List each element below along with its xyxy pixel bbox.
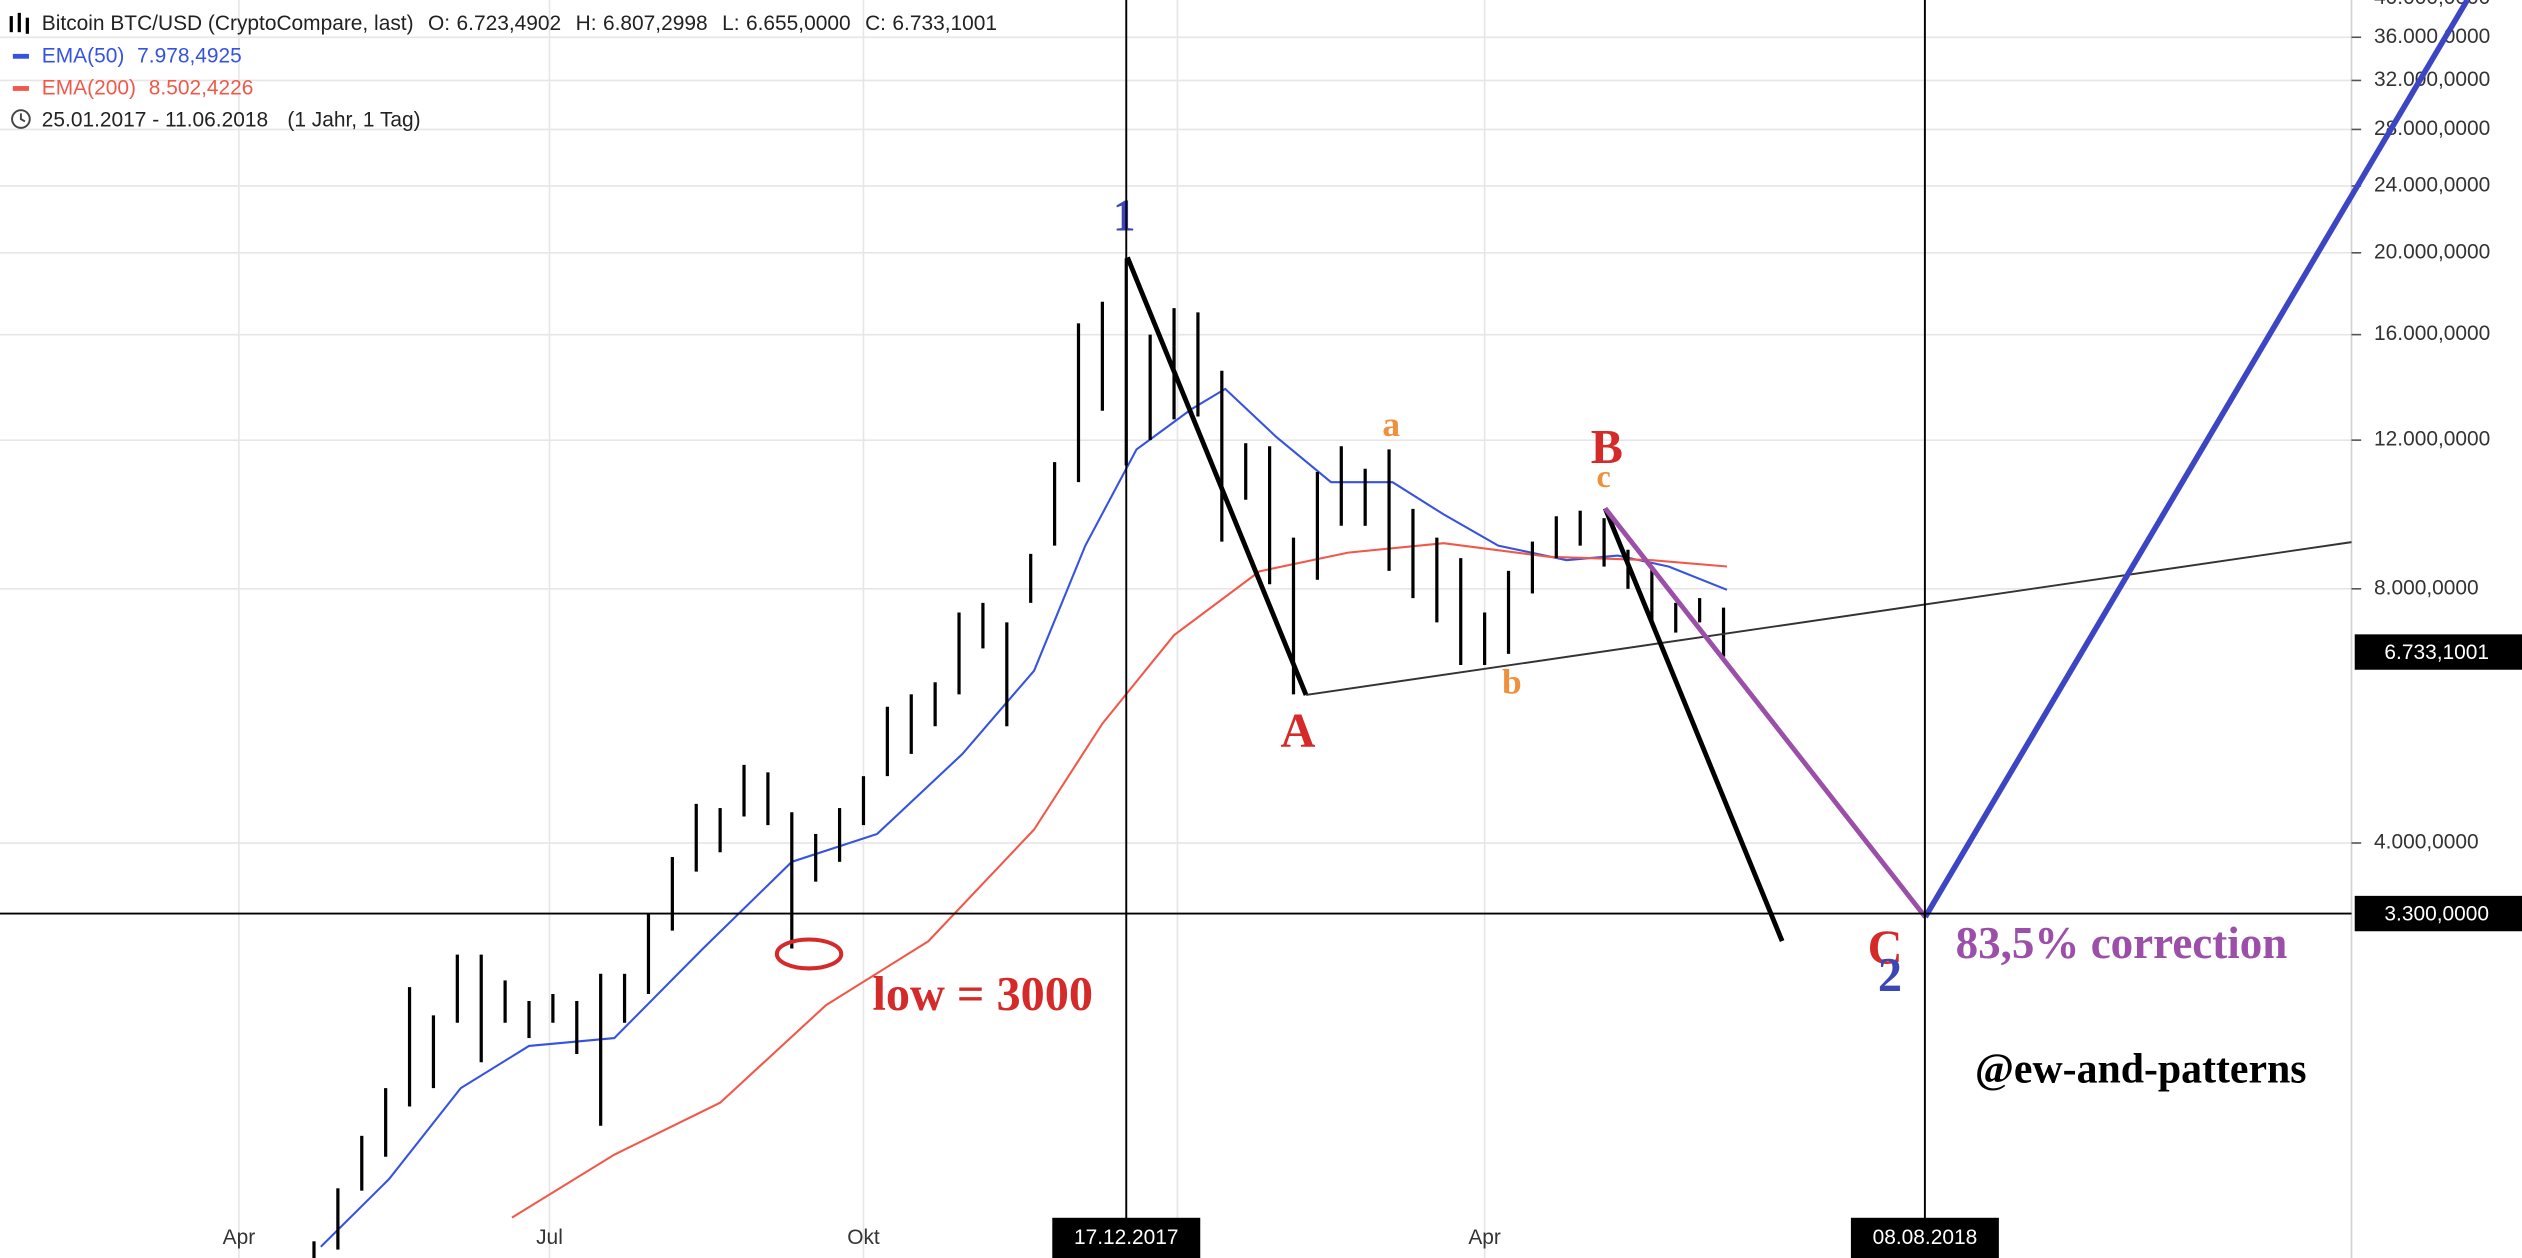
legend-title: Bitcoin BTC/USD (CryptoCompare, last) O: 6… bbox=[42, 12, 997, 35]
legend-swatch bbox=[12, 86, 29, 91]
legend-value: 7.978,4925 bbox=[137, 44, 242, 67]
legend-icon bbox=[25, 17, 29, 34]
wave-label: b bbox=[1502, 661, 1522, 701]
legend-name: EMA(200) bbox=[42, 76, 136, 99]
legend-range: 25.01.2017 - 11.06.2018 (1 Jahr, 1 Tag) bbox=[42, 108, 421, 131]
author-note: @ew-and-patterns bbox=[1975, 1047, 2307, 1093]
correction-note: 83,5% correction bbox=[1956, 918, 2288, 968]
y-tick-label: 28.000,0000 bbox=[2374, 117, 2490, 140]
date-label-box bbox=[1052, 1217, 1201, 1258]
legend-value: 8.502,4226 bbox=[149, 76, 254, 99]
ohlc-value: 6.733,1001 bbox=[892, 12, 997, 35]
date-range: 25.01.2017 - 11.06.2018 bbox=[42, 108, 268, 131]
wave-label: 1 bbox=[1113, 191, 1136, 241]
annotations: 1 A a b B c C 2 low = 3000 83,5% correct… bbox=[774, 0, 2470, 1093]
legend-swatch bbox=[12, 53, 29, 59]
ohlc-name: L: bbox=[722, 12, 739, 35]
last-price-label: 6.733,1001 bbox=[2384, 641, 2489, 664]
wave-label: A bbox=[1281, 704, 1316, 757]
ohlc-name: H: bbox=[576, 12, 597, 35]
ohlc-name: O: bbox=[428, 12, 450, 35]
y-tick-label: 24.000,0000 bbox=[2374, 173, 2490, 196]
last-price-box bbox=[2354, 634, 2522, 670]
legend-icon bbox=[17, 12, 21, 33]
y-tick-label: 20.000,0000 bbox=[2374, 240, 2490, 263]
date-label: 17.12.2017 bbox=[1074, 1226, 1179, 1249]
ohlc-value: 6.807,2998 bbox=[603, 12, 708, 35]
wave-label: a bbox=[1382, 404, 1400, 444]
price-label: 3.300,0000 bbox=[2384, 903, 2489, 926]
ohlc-value: 6.655,0000 bbox=[746, 12, 851, 35]
ohlc-name: C: bbox=[865, 12, 886, 35]
resolution: (1 Jahr, 1 Tag) bbox=[287, 108, 420, 131]
plot-data bbox=[312, 258, 1728, 1258]
y-axis: 4.000,0000 8.000,0000 12.000,0000 16.000,00… bbox=[2350, 0, 2522, 1258]
projection-line bbox=[1922, 0, 2470, 919]
low-note: low = 3000 bbox=[873, 968, 1093, 1021]
date-label: 08.08.2018 bbox=[1873, 1226, 1978, 1249]
ema-line bbox=[320, 387, 1728, 1248]
date-label-box bbox=[1850, 1217, 1999, 1258]
wave-label: B bbox=[1591, 421, 1623, 474]
x-tick-label: Apr bbox=[1468, 1226, 1501, 1249]
wave-label: c bbox=[1596, 458, 1610, 494]
grid: AprJulOkt2018Apr bbox=[0, 0, 2352, 1258]
legend: Bitcoin BTC/USD (CryptoCompare, last) O: 6… bbox=[9, 12, 997, 131]
y-tick-label: 4.000,0000 bbox=[2374, 831, 2479, 854]
x-tick-label: Apr bbox=[223, 1226, 256, 1249]
clock-icon bbox=[19, 113, 26, 123]
x-tick-label: Jul bbox=[536, 1226, 563, 1249]
wave-label: 2 bbox=[1878, 949, 1902, 1002]
projection-line bbox=[1603, 506, 1928, 919]
y-tick-label: 12.000,0000 bbox=[2374, 428, 2490, 451]
y-tick-label: 32.000,0000 bbox=[2374, 68, 2490, 91]
low-marker bbox=[774, 937, 844, 971]
legend-entry: EMA(200) 8.502,4226 bbox=[42, 76, 254, 99]
y-tick-label: 8.000,0000 bbox=[2374, 576, 2479, 599]
legend-name: EMA(50) bbox=[42, 44, 124, 67]
wave-label: C bbox=[1868, 921, 1903, 974]
x-tick-label: Okt bbox=[847, 1226, 880, 1249]
clock-icon bbox=[11, 109, 31, 129]
wave-line bbox=[1125, 256, 1309, 696]
trend-line bbox=[1305, 541, 2352, 696]
wave-line bbox=[1602, 507, 1785, 943]
y-tick-label: 16.000,0000 bbox=[2374, 322, 2490, 345]
legend-icon bbox=[9, 16, 13, 33]
ohlc-value: 6.723,4902 bbox=[457, 12, 562, 35]
y-tick-label: 36.000,0000 bbox=[2374, 25, 2490, 48]
price-label-box bbox=[2354, 895, 2522, 932]
axis-panel bbox=[2351, 0, 2522, 1258]
legend-name: Bitcoin BTC/USD (CryptoCompare, last) bbox=[42, 12, 414, 35]
legend-entry: EMA(50) 7.978,4925 bbox=[42, 44, 242, 67]
y-tick-label: 40.000,0000 bbox=[2374, 0, 2490, 9]
